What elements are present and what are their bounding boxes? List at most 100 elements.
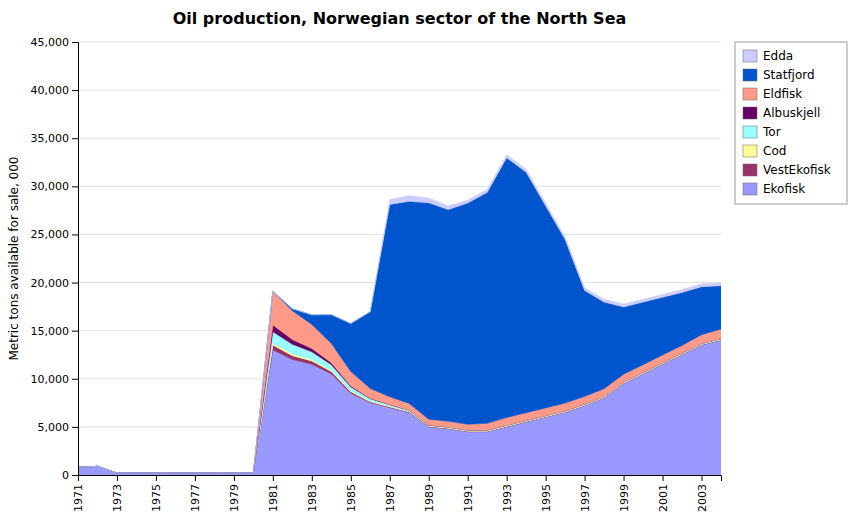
tick-mark (351, 475, 352, 481)
legend-item: Edda (743, 49, 793, 63)
tick-mark (72, 90, 78, 91)
axis-title: Metric tons available for sale, 000 (7, 157, 21, 361)
y-tick: 20,000 (31, 277, 79, 290)
tick-mark (72, 138, 78, 139)
y-tick: 15,000 (31, 325, 79, 338)
tick-label: 1977 (189, 484, 202, 512)
tick-mark (546, 475, 547, 481)
tick-label: 20,000 (31, 277, 70, 290)
legend-swatch (743, 107, 757, 119)
tick-mark (72, 427, 78, 428)
tick-mark (156, 475, 157, 481)
tick-label: 1989 (423, 484, 436, 512)
grid-line (78, 42, 721, 43)
tick-label: 45,000 (31, 36, 70, 49)
tick-mark (273, 475, 274, 481)
tick-mark (72, 234, 78, 235)
tick-mark (195, 475, 196, 481)
tick-label: 2003 (696, 484, 709, 512)
tick-label: 25,000 (31, 228, 70, 241)
chart: 1971 1973 1975 1977 1979 1981 1983 1985 1987 1989… (0, 0, 856, 527)
x-tick: 1973 (111, 475, 124, 512)
tick-mark (585, 475, 586, 481)
legend-item: Albuskjell (743, 106, 820, 120)
legend-label: Edda (763, 49, 793, 63)
tick-label: 2001 (657, 484, 670, 512)
tick-mark (702, 475, 703, 481)
x-tick: 1971 (72, 475, 85, 512)
y-tick: 40,000 (31, 84, 79, 97)
tick-mark (72, 379, 78, 380)
grid-line (78, 90, 721, 91)
x-tick: 1977 (189, 475, 202, 512)
tick-label: 1993 (501, 484, 514, 512)
tick-mark (72, 331, 78, 332)
tick-label: 0 (62, 469, 69, 482)
tick-label: 1999 (618, 484, 631, 512)
x-tick: 1981 (267, 475, 280, 512)
title: Oil production, Norwegian sector of the … (173, 9, 627, 28)
tick-label: 15,000 (31, 325, 70, 338)
tick-label: 5,000 (38, 421, 70, 434)
legend-item: Cod (743, 144, 786, 158)
legend-label: Ekofisk (763, 182, 805, 196)
legend-swatch (743, 50, 757, 62)
x-tick: 1979 (228, 475, 241, 512)
axis-line (72, 43, 79, 476)
legend-label: Albuskjell (763, 106, 820, 120)
legend-item: Eldfisk (743, 87, 802, 101)
x-tick: 1985 (345, 475, 358, 512)
tick-label: 1991 (462, 484, 475, 512)
x-tick: 2003 (696, 475, 709, 512)
legend-item: Statfjord (743, 68, 815, 82)
y-tick: 25,000 (31, 228, 79, 241)
tick-mark (72, 186, 78, 187)
x-axis: 1971 1973 1975 1977 1979 1981 1983 1985 1987 1989… (72, 475, 721, 512)
grid-line (78, 186, 721, 187)
axis-line (79, 476, 722, 482)
x-tick: 1983 (306, 475, 319, 512)
tick-mark (117, 475, 118, 481)
y-tick: 45,000 (31, 36, 79, 49)
x-tick: 2001 (657, 475, 670, 512)
legend: EddaStatfjordEldfiskAlbuskjellTorCodVest… (735, 42, 847, 204)
legend-frame (735, 42, 847, 204)
legend-swatch (743, 183, 757, 195)
tick-label: 1973 (111, 484, 124, 512)
legend-swatch (743, 145, 757, 157)
legend-item: Ekofisk (743, 182, 805, 196)
tick-mark (468, 475, 469, 481)
tick-label: 1997 (579, 484, 592, 512)
y-tick: 30,000 (31, 180, 79, 193)
legend-label: Statfjord (763, 68, 815, 82)
y-tick: 35,000 (31, 132, 79, 145)
tick-mark (429, 475, 430, 481)
tick-label: 35,000 (31, 132, 70, 145)
area (78, 158, 721, 473)
tick-mark (390, 475, 391, 481)
legend-swatch (743, 88, 757, 100)
tick-mark (72, 283, 78, 284)
y-tick: 5,000 (38, 421, 79, 434)
y-axis: 05,00010,00015,00020,00025,00030,00035,0… (31, 36, 79, 482)
tick-mark (312, 475, 313, 481)
grid-line (78, 138, 721, 139)
tick-label: 1983 (306, 484, 319, 512)
x-tick: 1987 (384, 475, 397, 512)
x-tick: 1999 (618, 475, 631, 512)
legend-label: Cod (763, 144, 786, 158)
x-tick: 1989 (423, 475, 436, 512)
tick-label: 1975 (150, 484, 163, 512)
tick-label: 1985 (345, 484, 358, 512)
x-tick: 1997 (579, 475, 592, 512)
x-tick: 1975 (150, 475, 163, 512)
tick-label: 1971 (72, 484, 85, 512)
legend-item: Tor (743, 125, 781, 139)
tick-mark (72, 475, 78, 476)
legend-swatch (743, 126, 757, 138)
tick-label: 1979 (228, 484, 241, 512)
legend-swatch (743, 164, 757, 176)
legend-label: Eldfisk (763, 87, 802, 101)
plot: 1971 1973 1975 1977 1979 1981 1983 1985 1987 1989… (31, 36, 722, 512)
tick-label: 1987 (384, 484, 397, 512)
